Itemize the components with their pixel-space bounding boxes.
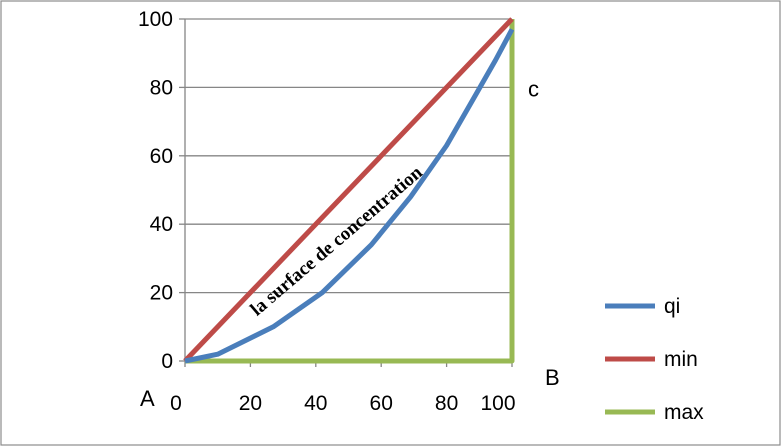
y-tick-label: 20	[150, 282, 173, 305]
point-a-label: A	[140, 386, 155, 411]
x-tick-label: 60	[370, 392, 393, 415]
x-tick-label: 20	[239, 392, 262, 415]
gridlines	[185, 18, 512, 294]
x-tick-label: 80	[435, 392, 458, 415]
legend: qi min max	[605, 295, 704, 424]
y-tick-label: 100	[138, 8, 173, 31]
series-lines	[183, 17, 515, 364]
legend-label-qi: qi	[664, 295, 680, 318]
legend-label-max: max	[664, 401, 704, 424]
point-b-label: B	[545, 365, 560, 390]
y-tick-label: 80	[150, 76, 173, 99]
legend-label-min: min	[664, 348, 698, 371]
y-tick-label: 40	[150, 213, 173, 236]
series-line-max	[185, 19, 515, 364]
series-line-min	[183, 17, 514, 363]
tick-labels: 0 20 40 60 80 100 0 20 40 60 80 100	[138, 8, 516, 415]
x-tick-label: 40	[304, 392, 327, 415]
x-tick-label: 0	[170, 392, 182, 415]
y-tick-label: 0	[161, 350, 173, 373]
series-line-qi	[184, 28, 515, 364]
point-c-label: c	[528, 76, 539, 101]
y-tick-label: 60	[150, 145, 173, 168]
x-tick-label: 100	[480, 392, 515, 415]
